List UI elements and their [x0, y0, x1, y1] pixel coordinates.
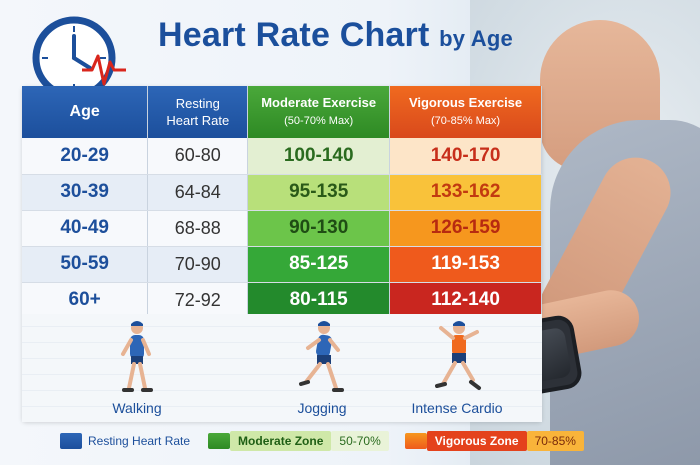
resting-cell: 64-84 [147, 174, 249, 211]
vigorous-cell: 119-153 [389, 246, 542, 283]
legend-moderate-pct: 50-70% [331, 431, 389, 451]
table-row: 20-29 60-80 100-140 140-170 [22, 138, 542, 175]
header-moderate-title: Moderate Exercise [261, 95, 377, 110]
page-title: Heart Rate Chart by Age [158, 16, 513, 55]
table-header-row: Age Resting Heart Rate Moderate Exercise… [22, 86, 542, 138]
legend-vigorous-swatch [404, 433, 427, 449]
activity-strip: Walking Jogging [22, 314, 542, 422]
table-row: 30-39 64-84 95-135 133-162 [22, 174, 542, 211]
legend-moderate-swatch [208, 433, 231, 449]
title-main: Heart Rate Chart [158, 16, 430, 54]
header-age: Age [22, 86, 149, 138]
table-row: 50-59 70-90 85-125 119-153 [22, 246, 542, 283]
legend-vigorous: Vigorous Zone 70-85% [404, 431, 584, 451]
cardio-figure-icon [435, 321, 481, 390]
header-resting-line2: Heart Rate [166, 113, 230, 128]
legend-resting: Resting Heart Rate [60, 433, 190, 449]
activity-label: Intense Cardio [411, 400, 503, 416]
vigorous-cell: 133-162 [389, 174, 542, 211]
legend-resting-label: Resting Heart Rate [88, 434, 191, 448]
legend-moderate-label: Moderate Zone [230, 431, 332, 451]
age-cell: 60+ [22, 282, 149, 319]
moderate-cell: 80-115 [247, 282, 391, 319]
legend-vigorous-pct: 70-85% [526, 431, 584, 451]
moderate-cell: 90-130 [247, 210, 391, 247]
activity-label: Jogging [297, 400, 347, 416]
resting-cell: 68-88 [147, 210, 249, 247]
header-moderate-sub: (50-70% Max) [284, 115, 354, 127]
header-vigorous-title: Vigorous Exercise [408, 95, 523, 110]
activity-label: Walking [112, 400, 162, 416]
age-cell: 40-49 [22, 210, 149, 247]
legend-vigorous-label: Vigorous Zone [426, 431, 527, 451]
header-resting: Resting Heart Rate [147, 86, 249, 138]
title-suffix: by Age [439, 26, 513, 51]
heart-rate-table: Age Resting Heart Rate Moderate Exercise… [22, 86, 542, 422]
table-row: 40-49 68-88 90-130 126-159 [22, 210, 542, 247]
age-cell: 30-39 [22, 174, 149, 211]
table-row: 60+ 72-92 80-115 112-140 [22, 282, 542, 319]
resting-cell: 70-90 [147, 246, 249, 283]
moderate-cell: 100-140 [247, 138, 391, 175]
vigorous-cell: 112-140 [389, 282, 542, 319]
walking-figure-icon [121, 321, 153, 392]
legend-moderate: Moderate Zone 50-70% [208, 431, 389, 451]
header-vigorous: Vigorous Exercise (70-85% Max) [389, 86, 542, 138]
jogging-figure-icon [299, 321, 344, 392]
vigorous-cell: 140-170 [389, 138, 542, 175]
age-cell: 50-59 [22, 246, 149, 283]
resting-cell: 72-92 [147, 282, 249, 319]
legend: Resting Heart Rate Moderate Zone 50-70% … [60, 430, 584, 452]
resting-cell: 60-80 [147, 138, 249, 175]
header-resting-line1: Resting [175, 96, 220, 111]
moderate-cell: 85-125 [247, 246, 391, 283]
vigorous-cell: 126-159 [389, 210, 542, 247]
moderate-cell: 95-135 [247, 174, 391, 211]
age-cell: 20-29 [22, 138, 149, 175]
header-moderate: Moderate Exercise (50-70% Max) [247, 86, 391, 138]
legend-resting-swatch [60, 433, 82, 449]
header-vigorous-sub: (70-85% Max) [431, 115, 501, 127]
